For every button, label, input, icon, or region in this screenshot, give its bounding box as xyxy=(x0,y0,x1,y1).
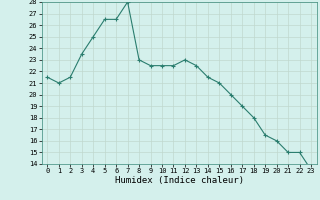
X-axis label: Humidex (Indice chaleur): Humidex (Indice chaleur) xyxy=(115,176,244,185)
